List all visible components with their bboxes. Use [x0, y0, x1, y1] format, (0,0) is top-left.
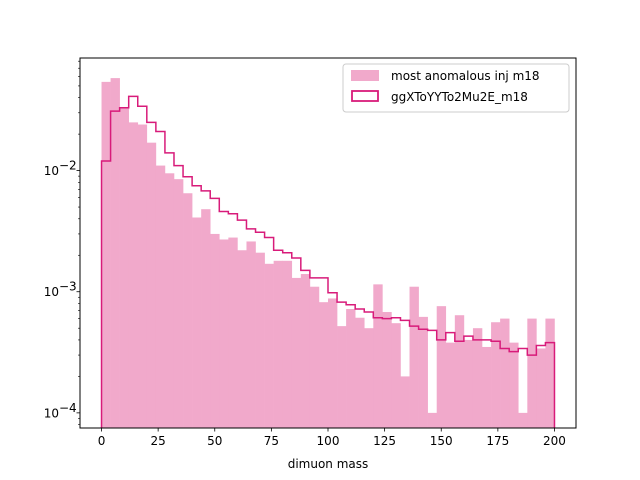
y-tick-label: 10 — [44, 164, 59, 178]
hist-bar — [391, 323, 401, 428]
x-tick-label: 200 — [543, 434, 566, 448]
hist-bar — [527, 318, 537, 428]
hist-bar — [382, 312, 392, 428]
hist-bar — [192, 217, 202, 428]
hist-bar — [228, 237, 238, 428]
hist-bar — [364, 328, 374, 428]
legend-label-filled: most anomalous inj m18 — [391, 69, 540, 83]
hist-bar — [128, 122, 139, 428]
hist-bar — [536, 348, 546, 428]
hist-bar — [255, 252, 265, 428]
hist-bar — [328, 298, 338, 428]
hist-bar — [246, 241, 256, 428]
plot-area — [100, 78, 556, 428]
hist-bar — [400, 376, 410, 428]
legend-swatch-step — [351, 90, 379, 102]
step-histogram-line — [100, 95, 556, 428]
hist-bar — [472, 328, 483, 428]
hist-bar — [183, 193, 193, 428]
hist-bar — [427, 412, 438, 428]
x-axis-label: dimuon mass — [288, 457, 369, 471]
y-tick-label: 10 — [44, 406, 59, 420]
x-tick-label: 150 — [430, 434, 453, 448]
hist-bar — [291, 277, 302, 428]
hist-bar — [518, 412, 528, 428]
hist-bar — [201, 209, 211, 428]
hist-bar — [210, 233, 220, 428]
legend-label-step: ggXToYYTo2Mu2E_m18 — [391, 90, 528, 104]
x-tick-label: 75 — [264, 434, 279, 448]
hist-bar — [101, 81, 111, 428]
y-axis: 10−410−310−2 — [44, 60, 80, 425]
hist-bar — [436, 306, 447, 428]
y-tick-exponent: −3 — [59, 280, 77, 294]
hist-bar — [454, 315, 465, 428]
hist-bar — [482, 346, 492, 428]
hist-bar — [155, 165, 166, 428]
y-tick-exponent: −2 — [59, 159, 77, 173]
hist-bar — [164, 173, 175, 428]
hist-bar — [346, 309, 356, 428]
hist-bar — [318, 302, 329, 428]
x-tick-label: 50 — [207, 434, 222, 448]
hist-bar — [337, 326, 347, 428]
x-tick-label: 175 — [486, 434, 509, 448]
hist-bar — [300, 274, 311, 428]
legend: most anomalous inj m18 ggXToYYTo2Mu2E_m1… — [342, 63, 570, 113]
hist-bar — [146, 142, 157, 428]
y-tick-exponent: −4 — [59, 401, 77, 415]
y-tick-label: 10 — [44, 285, 59, 299]
hist-bar — [418, 316, 428, 428]
hist-bar — [237, 250, 247, 428]
hist-bar — [309, 286, 320, 428]
hist-bar — [282, 260, 293, 428]
x-tick-label: 25 — [150, 434, 165, 448]
hist-bar — [219, 239, 229, 428]
hist-bar — [545, 318, 555, 428]
hist-bar — [463, 339, 474, 428]
hist-bar — [355, 317, 365, 428]
hist-bar — [137, 124, 148, 428]
hist-bar — [491, 322, 501, 428]
hist-bar — [173, 179, 184, 428]
legend-swatch-filled — [351, 70, 379, 81]
legend-box — [342, 63, 570, 113]
hist-bar — [273, 260, 283, 428]
hist-bar — [409, 286, 419, 428]
hist-bar — [445, 342, 456, 428]
x-axis: 0 25 50 75 100 125 150 175 200 — [98, 428, 566, 448]
hist-bar — [110, 78, 120, 428]
hist-bar — [500, 318, 510, 428]
x-tick-label: 0 — [98, 434, 106, 448]
hist-bar — [119, 107, 129, 428]
hist-bar — [264, 263, 274, 428]
hist-bar — [373, 284, 383, 428]
hist-bar — [509, 342, 519, 428]
x-tick-label: 125 — [373, 434, 396, 448]
x-tick-label: 100 — [317, 434, 340, 448]
